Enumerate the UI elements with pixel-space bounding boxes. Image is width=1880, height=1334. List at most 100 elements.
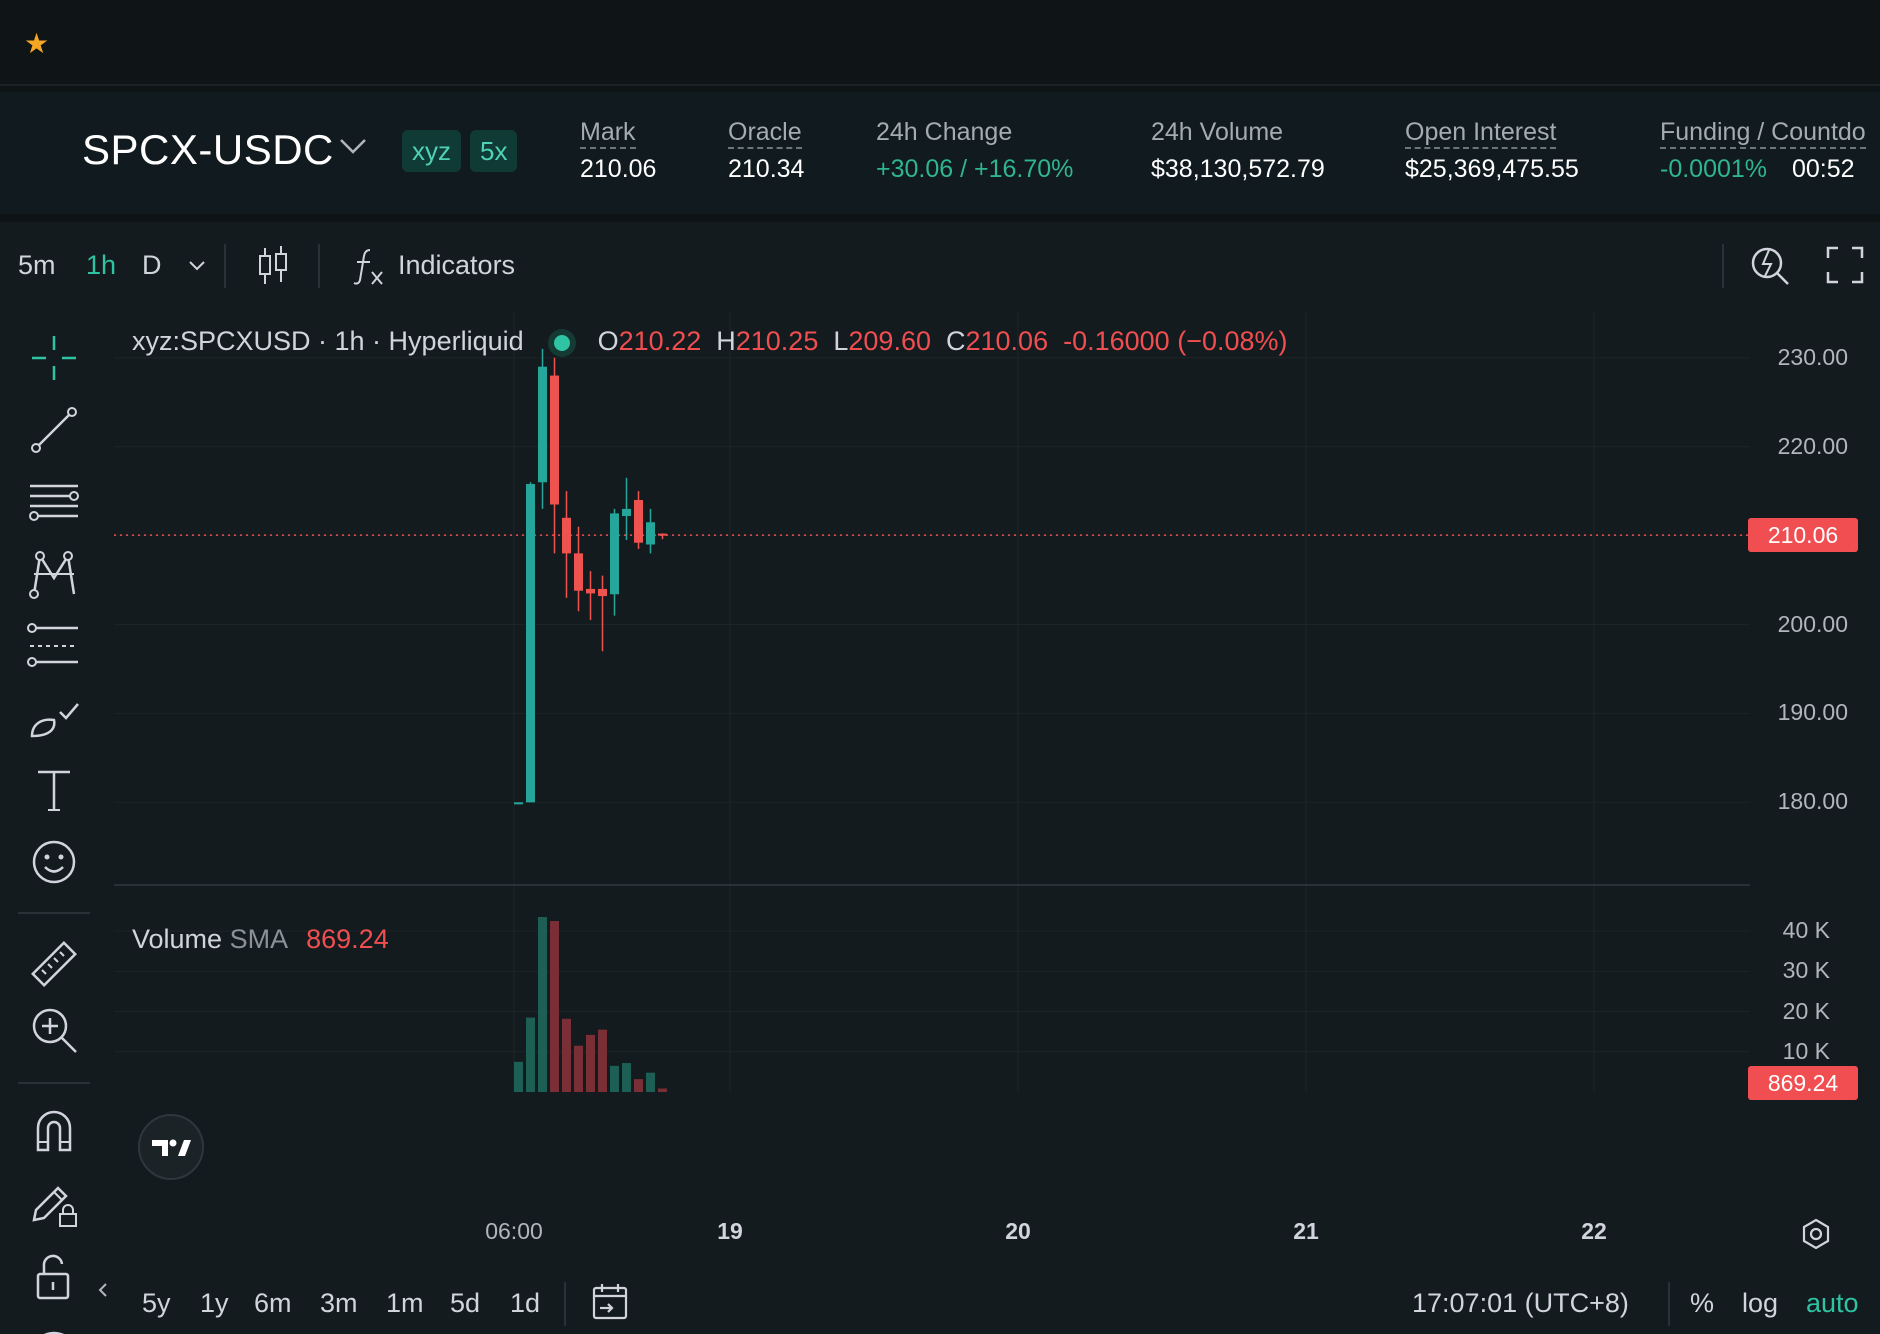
percent-scale-toggle[interactable]: %	[1690, 1288, 1715, 1318]
range-3m[interactable]: 3m	[320, 1288, 358, 1318]
chevron-left-icon[interactable]	[96, 1280, 110, 1300]
stat-label: 24h Volume	[1151, 118, 1284, 146]
candle-body	[550, 375, 559, 505]
price-chart[interactable]	[114, 312, 1750, 1132]
chart-container: 5m 1h D Indicators	[0, 222, 1880, 1334]
pattern-icon[interactable]	[26, 546, 82, 602]
candle-body	[526, 484, 535, 803]
volume-bar	[646, 1072, 655, 1092]
timeframe-1h[interactable]: 1h	[86, 250, 117, 280]
candle-body	[538, 366, 547, 483]
range-5y[interactable]: 5y	[142, 1288, 171, 1318]
price-axis-label: 200.00	[1777, 610, 1848, 637]
stat-label[interactable]: Funding / Countdo	[1660, 118, 1866, 149]
range-1y[interactable]: 1y	[200, 1288, 229, 1318]
indicators-button[interactable]: Indicators	[398, 250, 516, 280]
volume-axis-label: 30 K	[1782, 957, 1830, 984]
pair-selector[interactable]: SPCX-USDC	[82, 126, 334, 173]
function-icon[interactable]	[350, 244, 386, 288]
volume-bar	[658, 1088, 667, 1092]
low-key: L	[833, 326, 849, 356]
stat-label[interactable]: Oracle	[728, 118, 802, 149]
chart-toolbar: 5m 1h D Indicators	[0, 222, 1880, 308]
volume-bar	[634, 1079, 643, 1092]
star-icon[interactable]: ★	[24, 28, 50, 59]
auto-scale-toggle[interactable]: auto	[1806, 1288, 1859, 1318]
time-axis-label: 20	[1005, 1218, 1031, 1244]
volume-bar	[550, 921, 559, 1092]
volume-last-tag: 869.24	[1748, 1066, 1858, 1100]
horizontal-lines-icon[interactable]	[26, 474, 82, 530]
volume-axis-label: 20 K	[1782, 997, 1830, 1024]
toolbar-divider	[318, 244, 320, 288]
go-to-date-icon[interactable]	[590, 1282, 630, 1322]
bottom-bar: 5y 1y 6m 3m 1m 5d 1d 17:07:01 (UTC+8) % …	[0, 1268, 1880, 1334]
volume-axis-label: 10 K	[1782, 1037, 1830, 1064]
toolbar-divider	[224, 244, 226, 288]
candle-body	[646, 522, 655, 545]
candle-body	[598, 588, 607, 597]
price-axis-label: 180.00	[1777, 788, 1848, 815]
candle-type-icon[interactable]	[256, 244, 290, 288]
dex-badge: xyz	[402, 130, 461, 172]
lock-drawings-icon[interactable]	[26, 1176, 82, 1232]
volume-label[interactable]: Volume	[132, 924, 223, 954]
symbol-label[interactable]: xyz:SPCXUSD · 1h · Hyperliquid	[132, 326, 524, 356]
price-axis-label: 230.00	[1777, 343, 1848, 370]
stat-oracle: Oracle 210.34	[728, 118, 804, 184]
volume-bar	[610, 1065, 619, 1092]
high-value: 210.25	[735, 326, 819, 356]
candle-body	[634, 500, 643, 543]
alert-icon[interactable]	[1748, 242, 1792, 288]
stat-open-interest: Open Interest $25,369,475.55	[1405, 118, 1579, 184]
text-icon[interactable]	[26, 762, 82, 818]
crosshair-icon[interactable]	[26, 330, 82, 386]
range-5d[interactable]: 5d	[450, 1288, 481, 1318]
timeframe-5m[interactable]: 5m	[18, 250, 56, 280]
stat-value: 210.06	[580, 155, 657, 183]
volume-bar	[514, 1061, 523, 1092]
stat-label[interactable]: Mark	[580, 118, 636, 149]
brush-icon[interactable]	[26, 690, 82, 746]
eye-icon[interactable]	[26, 1312, 82, 1334]
low-value: 209.60	[848, 326, 931, 356]
market-header: SPCX-USDC xyz 5x Mark 210.06 Oracle 210.…	[0, 92, 1880, 214]
trend-line-icon[interactable]	[26, 402, 82, 458]
volume-bar	[538, 917, 547, 1092]
volume-legend: Volume SMA 869.24	[132, 924, 389, 955]
top-bar: ★	[0, 0, 1880, 86]
funding-rate: -0.0001%	[1660, 155, 1768, 183]
last-price-tag: 210.06	[1748, 518, 1858, 553]
range-1m[interactable]: 1m	[386, 1288, 424, 1318]
settings-icon[interactable]	[1800, 1218, 1832, 1250]
timeframe-d[interactable]: D	[142, 250, 162, 280]
timezone-clock[interactable]: 17:07:01 (UTC+8)	[1412, 1288, 1629, 1318]
range-1d[interactable]: 1d	[510, 1288, 541, 1318]
stat-24h-change: 24h Change +30.06 / +16.70%	[876, 118, 1073, 184]
bottom-divider	[564, 1282, 566, 1326]
range-6m[interactable]: 6m	[254, 1288, 292, 1318]
ruler-icon[interactable]	[26, 936, 82, 992]
unlock-icon[interactable]	[26, 1248, 82, 1304]
leverage-badge[interactable]: 5x	[470, 130, 518, 172]
tradingview-logo[interactable]	[138, 1114, 204, 1180]
chevron-down-icon[interactable]	[338, 136, 368, 156]
chevron-down-icon[interactable]	[186, 258, 208, 274]
candle-body	[610, 513, 619, 595]
log-scale-toggle[interactable]: log	[1742, 1288, 1779, 1318]
stat-mark: Mark 210.06	[580, 118, 656, 184]
zoom-in-icon[interactable]	[26, 1002, 82, 1058]
fullscreen-icon[interactable]	[1826, 246, 1864, 284]
stat-label[interactable]: Open Interest	[1405, 118, 1557, 149]
close-value: 210.06	[965, 326, 1049, 356]
bottom-divider	[1668, 1282, 1670, 1326]
volume-bar	[574, 1045, 583, 1092]
volume-bar	[622, 1063, 631, 1092]
emoji-icon[interactable]	[26, 834, 82, 890]
forecast-icon[interactable]	[26, 618, 82, 674]
funding-countdown: 00:52	[1791, 155, 1855, 183]
close-key: C	[946, 326, 966, 356]
high-key: H	[716, 326, 736, 356]
magnet-icon[interactable]	[26, 1104, 82, 1160]
volume-bar	[586, 1034, 595, 1092]
